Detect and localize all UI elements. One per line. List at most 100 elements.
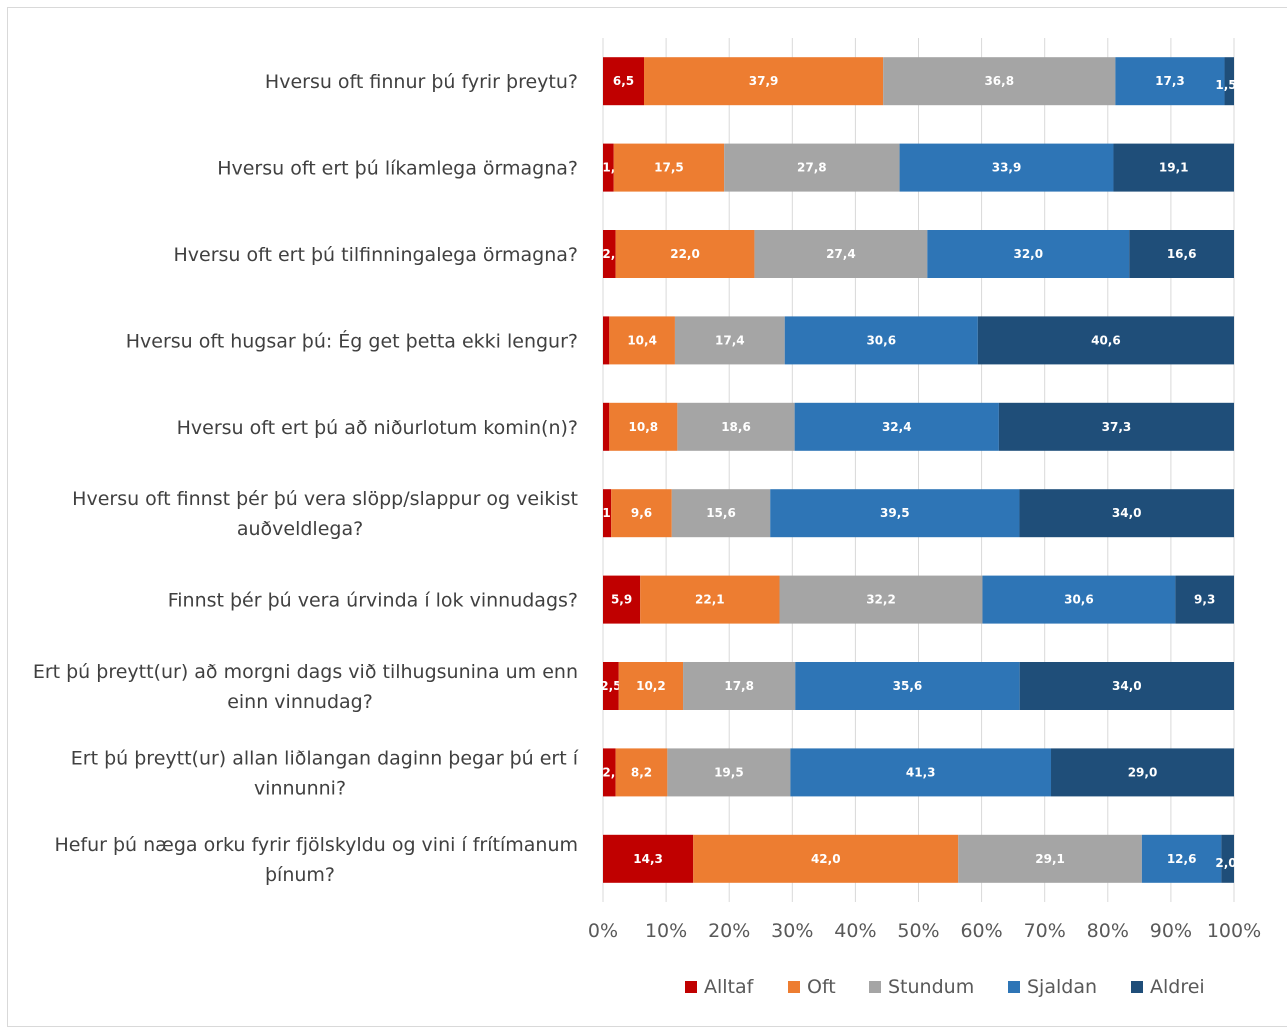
bar-segment-oft — [611, 489, 672, 538]
bar-segment-oft — [693, 834, 959, 883]
bar-segment-stundum — [667, 748, 791, 797]
data-label: 2,5 — [600, 679, 621, 693]
data-label: 29,1 — [1035, 852, 1065, 866]
data-label: 40,6 — [1091, 333, 1121, 347]
category-label: Hversu oft ert þú tilfinningalega örmagn… — [174, 244, 579, 266]
x-tick-label: 70% — [1024, 920, 1066, 942]
bar-segment-alltaf — [603, 748, 616, 797]
category-labels: Hversu oft finnur þú fyrir þreytu? Hversu… — [33, 71, 579, 886]
bar-segment-alltaf — [603, 489, 612, 538]
data-label: 32,2 — [866, 593, 896, 607]
data-label: 32,0 — [1013, 247, 1043, 261]
x-tick-label: 90% — [1150, 920, 1192, 942]
data-label: 10,4 — [627, 333, 657, 347]
data-label: 27,8 — [797, 161, 827, 175]
data-label: 30,6 — [1064, 593, 1094, 607]
legend-swatch — [1131, 981, 1143, 993]
data-label: 10,8 — [629, 420, 659, 434]
data-label: 37,3 — [1102, 420, 1132, 434]
bar-segment-sjaldan — [790, 748, 1052, 797]
legend-label: Sjaldan — [1027, 976, 1097, 998]
data-label: 30,6 — [866, 333, 896, 347]
data-label: 17,3 — [1155, 74, 1185, 88]
data-label: 22,0 — [670, 247, 700, 261]
x-tick-label: 80% — [1087, 920, 1129, 942]
data-label: 39,5 — [880, 506, 910, 520]
bar-segment-aldrei — [1051, 748, 1234, 797]
data-label: 17,5 — [654, 161, 684, 175]
bar-segment-aldrei — [1175, 575, 1234, 624]
category-label: Hversu oft finnst þér þú vera slöpp/slap… — [72, 488, 578, 510]
x-tick-label: 20% — [708, 920, 750, 942]
bar-segment-aldrei — [1221, 834, 1234, 883]
category-label: Hversu oft hugsar þú: Ég get þetta ekki … — [126, 329, 578, 352]
data-label: 27,4 — [826, 247, 856, 261]
data-label: 36,8 — [984, 74, 1014, 88]
category-label: Finnst þér þú vera úrvinda í lok vinnuda… — [168, 590, 578, 612]
x-axis-ticks: 0% 10% 20% 30% 40% 50% 60% 70% 80% 90% 100% — [588, 920, 1261, 942]
bar-segment-sjaldan — [927, 230, 1130, 278]
bar-segment-alltaf — [603, 57, 645, 106]
category-label: Hversu oft ert þú líkamlega örmagna? — [217, 158, 578, 180]
category-label: Hversu oft finnur þú fyrir þreytu? — [265, 71, 578, 93]
data-label: 2,0 — [1215, 856, 1236, 870]
bar-segment-stundum — [671, 489, 771, 538]
bar-segment-stundum — [683, 662, 796, 710]
data-label: 32,4 — [882, 420, 912, 434]
x-tick-label: 10% — [645, 920, 687, 942]
bar-segment-aldrei — [1224, 57, 1234, 106]
bar-segment-sjaldan — [899, 143, 1114, 192]
bar-segment-alltaf — [603, 834, 694, 883]
data-label: 8,2 — [631, 765, 652, 779]
data-label: 9,6 — [631, 506, 652, 520]
bar-segment-oft — [618, 662, 684, 710]
data-label: 29,0 — [1128, 765, 1158, 779]
data-label: 19,5 — [714, 765, 744, 779]
x-tick-label: 60% — [960, 920, 1002, 942]
legend-label: Alltaf — [704, 976, 755, 998]
bar-segment-oft — [615, 230, 755, 278]
bar-segment-oft — [609, 402, 678, 451]
bar-segment-aldrei — [998, 402, 1234, 451]
legend-swatch — [788, 981, 800, 993]
bar-segment-oft — [615, 748, 668, 797]
bar-segment-stundum — [674, 316, 785, 365]
data-label: 12,6 — [1167, 852, 1197, 866]
data-label: 17,8 — [724, 679, 754, 693]
data-label: 1,5 — [1215, 78, 1236, 92]
legend-label: Oft — [807, 976, 836, 998]
data-label: 15,6 — [706, 506, 736, 520]
bar-segment-sjaldan — [784, 316, 978, 365]
category-label: þínum? — [265, 864, 335, 886]
bar-segment-alltaf — [603, 143, 614, 192]
bar-segment-stundum — [677, 402, 795, 451]
data-label: 18,6 — [721, 420, 751, 434]
data-label: 33,9 — [992, 161, 1022, 175]
legend-label: Stundum — [888, 976, 974, 998]
category-label: einn vinnudag? — [227, 691, 373, 713]
x-tick-label: 30% — [771, 920, 813, 942]
bar-segment-alltaf — [603, 575, 641, 624]
category-label: Ert þú þreytt(ur) allan liðlangan daginn… — [71, 747, 579, 769]
bar-segment-sjaldan — [1141, 834, 1222, 883]
legend-swatch — [869, 981, 881, 993]
bar-segment-stundum — [754, 230, 928, 278]
bar-segment-sjaldan — [770, 489, 1020, 538]
legend-swatch — [1008, 981, 1020, 993]
data-label: 35,6 — [893, 679, 923, 693]
bar-segment-sjaldan — [1115, 57, 1225, 106]
data-label: 37,9 — [749, 74, 779, 88]
data-label: 22,1 — [695, 593, 725, 607]
bar-segment-sjaldan — [794, 402, 999, 451]
bar-segment-stundum — [724, 143, 900, 192]
data-label: 34,0 — [1112, 679, 1142, 693]
data-label: 14,3 — [633, 852, 663, 866]
bar-segment-stundum — [779, 575, 983, 624]
data-label: 19,1 — [1159, 161, 1189, 175]
data-label: 5,9 — [611, 593, 632, 607]
data-label: 16,6 — [1167, 247, 1197, 261]
bar-segment-oft — [644, 57, 884, 106]
category-label: auðveldlega? — [237, 518, 363, 540]
bar-segment-aldrei — [977, 316, 1234, 365]
